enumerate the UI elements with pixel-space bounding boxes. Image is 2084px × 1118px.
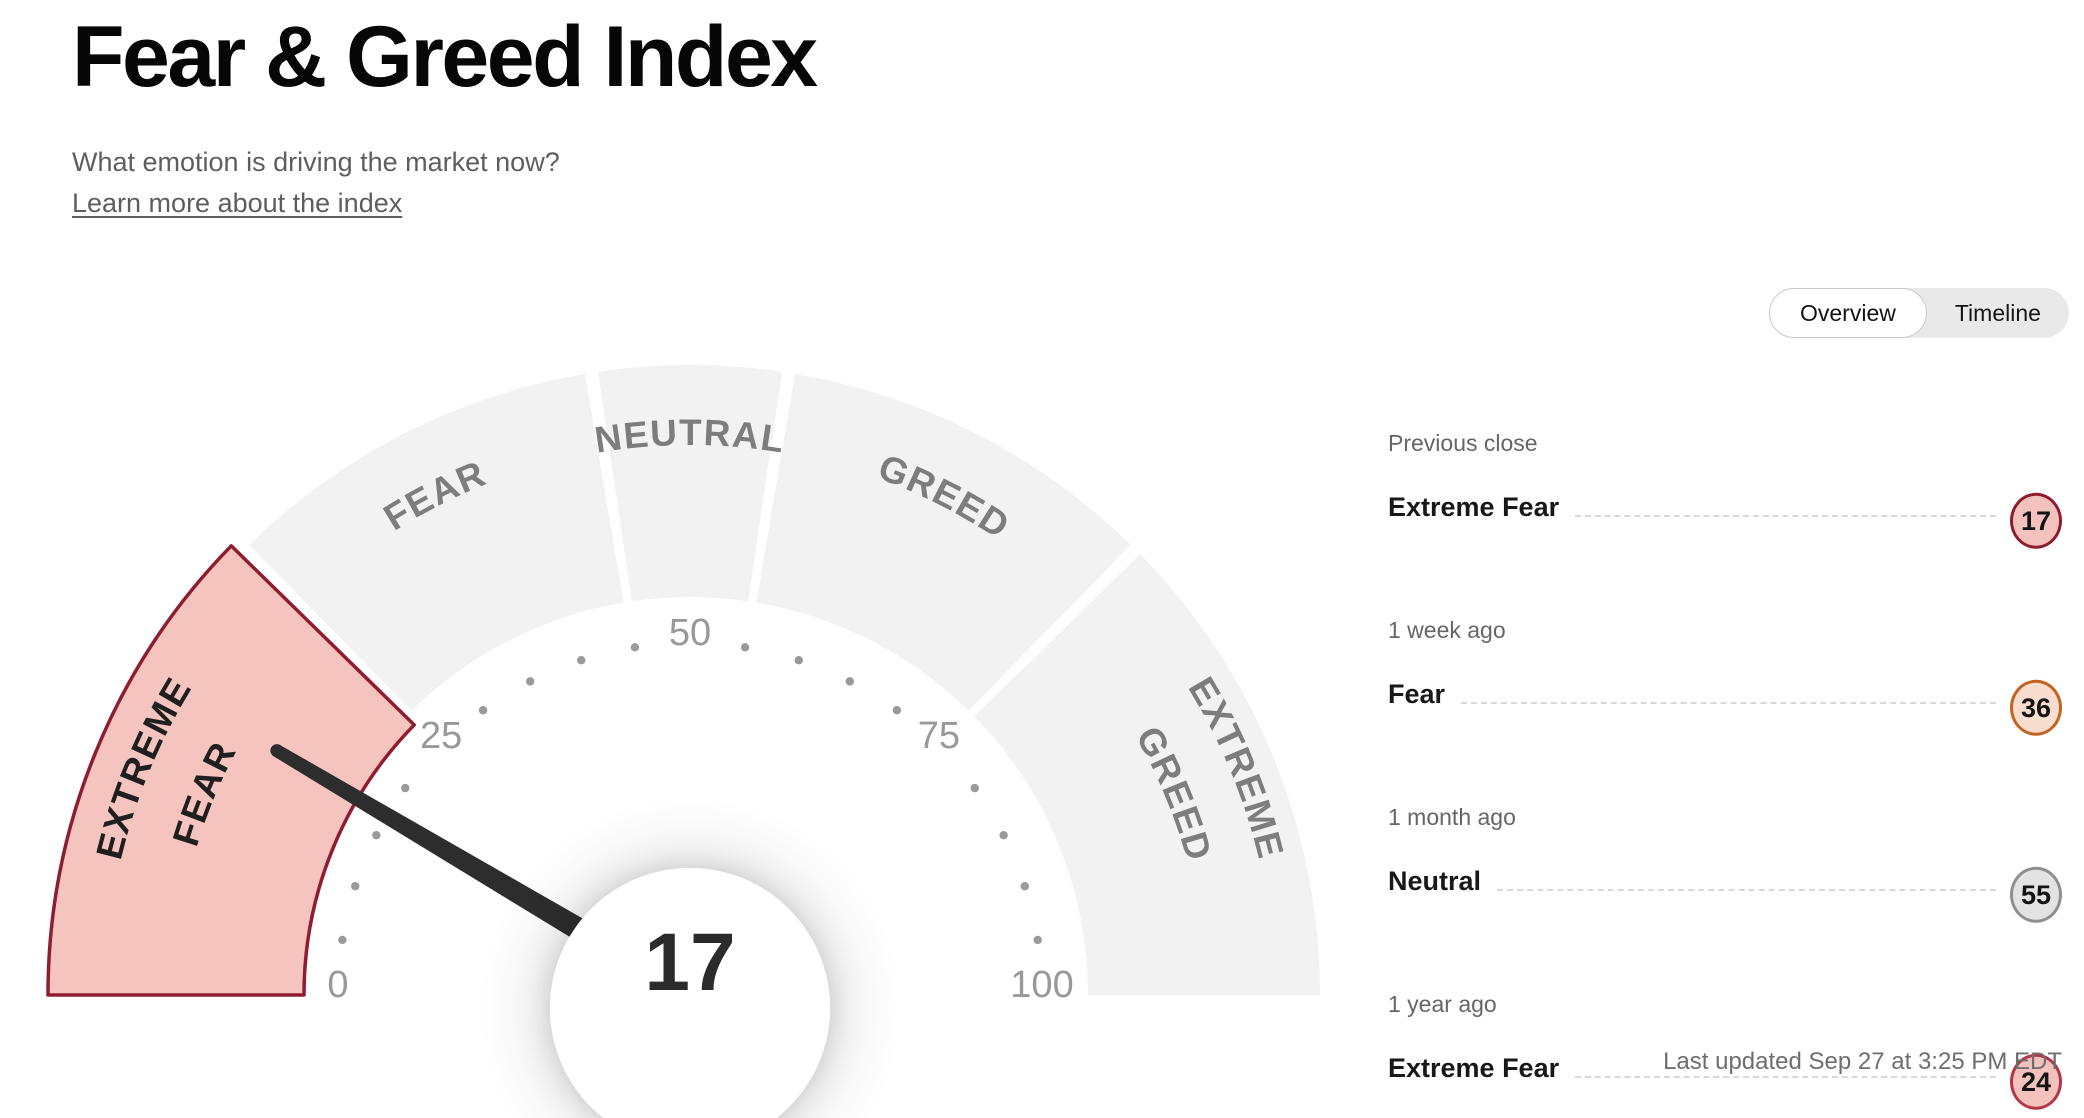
gauge-tick-dot [525,677,535,686]
history-item: Previous close Extreme Fear 17 [1388,430,2062,549]
gauge-tick-dot [630,643,640,652]
gauge-value: 17 [644,917,735,1008]
gauge-tick-dot [372,830,381,840]
history-status: Neutral [1388,866,1482,896]
gauge-segment-extreme-greed [974,554,1320,995]
gauge-segment-extreme-fear [46,544,416,997]
tab-timeline[interactable]: Timeline [1954,299,2041,326]
learn-more-link[interactable]: Learn more about the index [72,187,403,218]
history-badge-2: 55 [2010,866,2062,923]
gauge-tick-dot [892,706,902,715]
dotted-leader [1461,702,1996,704]
history-badge-3: 24 [2010,1053,2062,1110]
gauge-tick-dot [794,656,803,665]
fear-greed-gauge: EXTREME FEAR FEAR NEUTRAL GREED EXTREME GREED … [46,364,1320,1118]
dotted-leader [1575,515,1996,517]
view-toggle: Overview Timeline [1769,288,2069,338]
gauge-needle-tip [270,744,284,758]
gauge-ticks: 0 25 50 75 100 [327,612,1073,1006]
history-status: Fear [1388,679,1446,709]
history-item: 1 month ago Neutral 55 [1388,804,2062,923]
gauge-tick-dot [478,706,488,715]
page-subtitle: What emotion is driving the market now? [72,146,560,177]
history-status: Extreme Fear [1388,492,1560,522]
gauge-tick-dot [970,783,979,793]
history-item: 1 week ago Fear 36 [1388,617,2062,736]
gauge-tick-dot [577,656,586,665]
tab-overview[interactable]: Overview [1769,288,1927,338]
gauge-svg: EXTREMEFEARFEARNEUTRALGREEDEXTREMEGREED … [46,364,1320,1118]
history-period: Previous close [1388,430,1538,456]
page-header: Fear & Greed Index What emotion is drivi… [72,8,818,219]
gauge-number-50: 50 [669,612,711,654]
gauge-tick-dot [338,935,347,945]
gauge-tick-dot [351,882,360,891]
gauge-segments [46,364,1320,997]
last-updated: Last updated Sep 27 at 3:25 PM EDT [1663,1048,2062,1075]
gauge-tick-dot [999,830,1008,840]
gauge-tick-dot [845,677,855,686]
gauge-number-25: 25 [420,715,462,757]
gauge-number-100: 100 [1010,964,1073,1006]
history-period: 1 month ago [1388,804,1516,830]
gauge-tick-dot [1033,935,1042,945]
gauge-number-75: 75 [918,715,960,757]
gauge-tick-dot [401,783,410,793]
gauge-segment-greed [756,373,1131,711]
history-badge-0: 17 [2010,492,2062,549]
history-status: Extreme Fear [1388,1053,1560,1083]
gauge-center-circle [550,868,830,1118]
history-period: 1 year ago [1388,991,1497,1017]
gauge-number-0: 0 [327,964,348,1006]
gauge-segment-neutral [597,364,783,602]
gauge-tick-dot [740,643,750,652]
page-title: Fear & Greed Index [72,9,818,105]
gauge-segment-fear [249,373,624,711]
dotted-leader [1575,1076,1996,1078]
history-period: 1 week ago [1388,617,1506,643]
history-badge-1: 36 [2010,679,2062,736]
history-item: 1 year ago Extreme Fear 24 [1388,991,2062,1110]
gauge-label-neutral: NEUTRAL [592,412,788,461]
gauge-tick-dot [1020,882,1029,891]
history-panel: Previous close Extreme Fear 17 1 week ag… [1388,430,2062,1118]
dotted-leader [1497,889,1996,891]
